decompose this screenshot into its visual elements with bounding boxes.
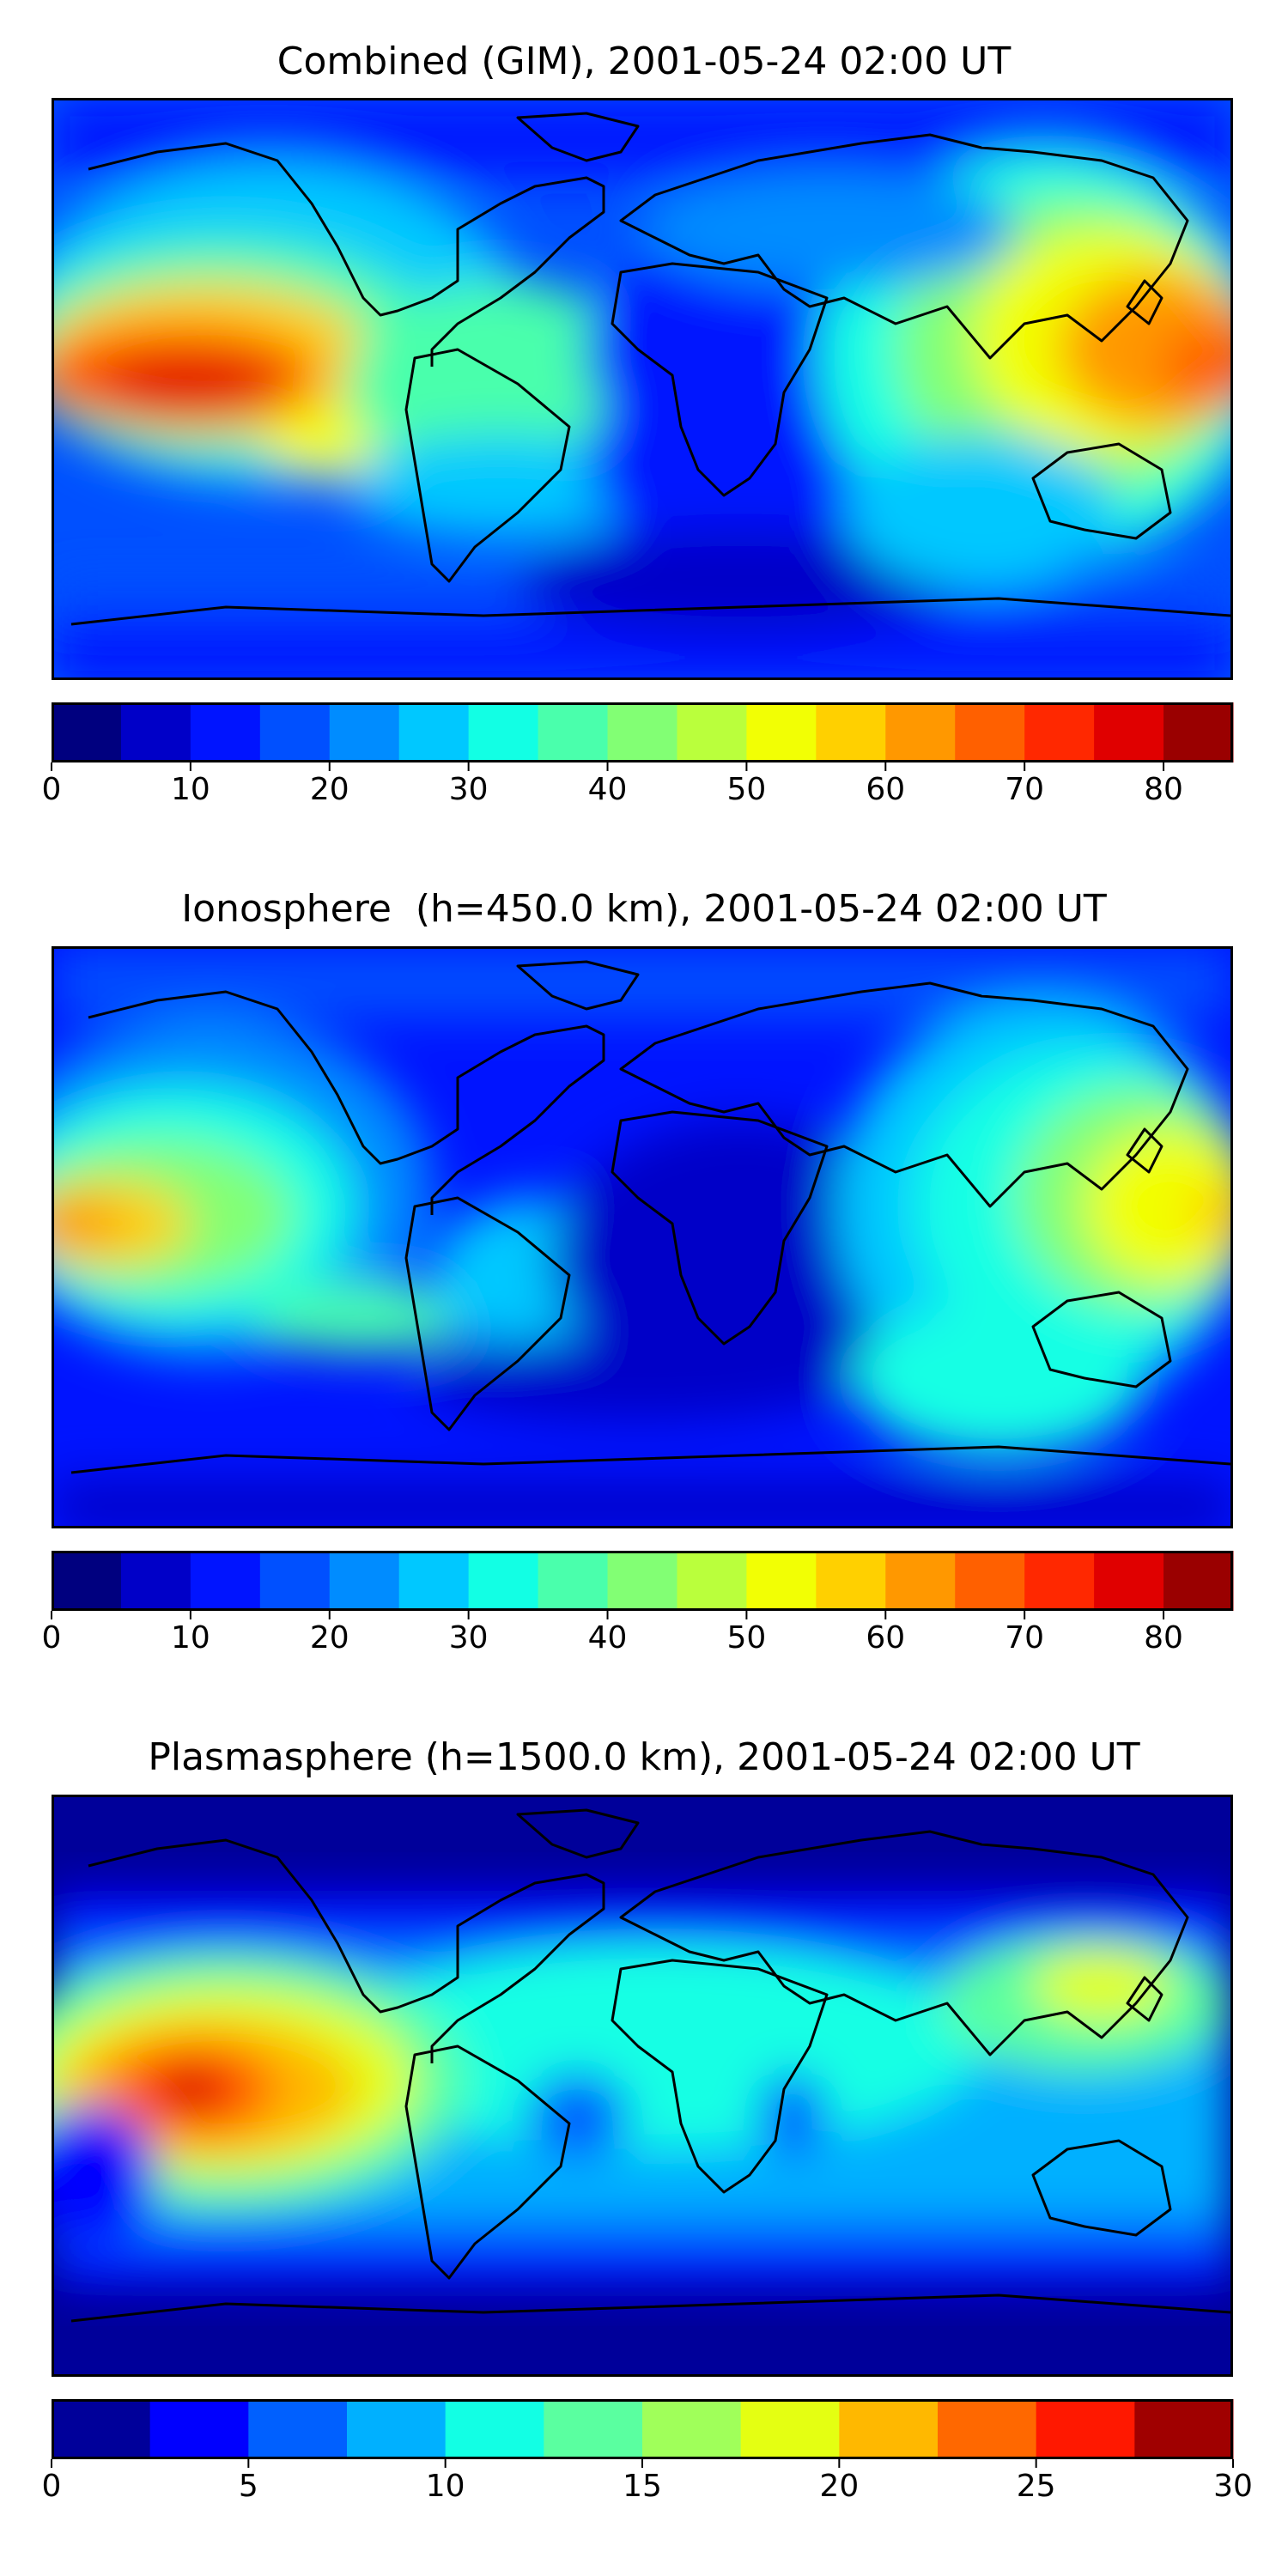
colorbar-tick-label: 80 — [1144, 1620, 1183, 1656]
colorbar-segment — [955, 1551, 1025, 1611]
colorbar-border — [52, 702, 1233, 762]
panel-2-title: Ionosphere (h=450.0 km), 2001-05-24 02:0… — [181, 887, 1107, 931]
colorbar-tick-label: 0 — [41, 772, 62, 807]
colorbar-segment — [398, 702, 470, 762]
colorbar-tick-label: 50 — [726, 772, 767, 807]
colorbar-segment — [347, 2399, 447, 2459]
colorbar-segment — [677, 1551, 747, 1611]
colorbar-segment — [746, 1551, 817, 1611]
colorbar-segment — [1163, 1551, 1234, 1611]
colorbar-tick-label: 30 — [1213, 2469, 1253, 2504]
colorbar-segment — [1134, 2399, 1234, 2459]
colorbar-segment — [740, 2399, 840, 2459]
panel-3-colorbar-svg — [51, 2399, 1234, 2468]
colorbar-segment — [1094, 1551, 1164, 1611]
panel-1-colorbar — [51, 702, 1234, 771]
panel-2-colorbar-ticks: 0 10 20 30 40 50 60 70 80 — [42, 1620, 1233, 1656]
colorbar-tick-label: 80 — [1144, 772, 1183, 807]
colorbar-segment — [398, 1551, 470, 1611]
colorbar-segment — [885, 702, 956, 762]
colorbar-tick-label: 25 — [1016, 2469, 1056, 2504]
colorbar-segment — [816, 702, 886, 762]
panel-3-colorbar-ticks: 0 5 10 15 20 25 30 — [42, 2469, 1253, 2504]
colorbar-tick-label: 50 — [726, 1620, 767, 1656]
colorbar-tick-label: 10 — [425, 2469, 465, 2504]
colorbar-segment — [52, 2399, 151, 2459]
colorbar-segment — [607, 702, 677, 762]
colorbar-segment — [120, 702, 191, 762]
colorbar-tick-label: 10 — [170, 1620, 210, 1656]
panel-2-colorbar — [51, 1551, 1234, 1619]
colorbar-segment — [1024, 702, 1095, 762]
colorbar-tick-label: 40 — [587, 1620, 628, 1656]
colorbar-segment — [1094, 702, 1164, 762]
colorbar-tick-label: 5 — [238, 2469, 258, 2504]
colorbar-segment — [955, 702, 1025, 762]
panel-3-map — [52, 1795, 1233, 2377]
colorbar-border — [52, 2399, 1233, 2459]
panel-3-title: Plasmasphere (h=1500.0 km), 2001-05-24 0… — [148, 1735, 1140, 1779]
colorbar-segment — [677, 702, 747, 762]
coastlines — [70, 1808, 1230, 2323]
colorbar-tick-label: 20 — [309, 1620, 349, 1656]
colorbar-tick-label: 60 — [866, 1620, 906, 1656]
colorbar-segment — [544, 2399, 643, 2459]
colorbar-segment — [938, 2399, 1037, 2459]
colorbar-segment — [1036, 2399, 1135, 2459]
colorbar-tick-label: 40 — [587, 772, 628, 807]
colorbar-tick-label: 0 — [41, 1620, 62, 1656]
coastlines — [70, 960, 1230, 1474]
colorbar-segment — [120, 1551, 191, 1611]
colorbar-segment — [190, 702, 261, 762]
coastlines — [70, 112, 1230, 626]
colorbar-segment — [538, 702, 609, 762]
colorbar-segment — [329, 1551, 400, 1611]
panel-2-map — [52, 946, 1233, 1528]
panel-1-title: Combined (GIM), 2001-05-24 02:00 UT — [276, 39, 1012, 83]
colorbar-tick-label: 15 — [623, 2469, 662, 2504]
colorbar-segment — [816, 1551, 886, 1611]
colorbar-tick-label: 70 — [1005, 772, 1045, 807]
colorbar-segment — [839, 2399, 939, 2459]
colorbar-segment — [468, 1551, 539, 1611]
panel-1-colorbar-ticks: 0 10 20 30 40 50 60 70 80 — [42, 772, 1233, 807]
colorbar-segment — [1024, 1551, 1095, 1611]
colorbar-segment — [52, 1551, 122, 1611]
colorbar-segment — [445, 2399, 544, 2459]
colorbar-segment — [248, 2399, 348, 2459]
colorbar-segment — [259, 702, 331, 762]
colorbar-segment — [538, 1551, 609, 1611]
colorbar-segment — [746, 702, 817, 762]
colorbar-border — [52, 1551, 1233, 1611]
panel-1-colorbar-svg — [51, 702, 1234, 771]
colorbar-tick-label: 30 — [448, 772, 489, 807]
colorbar-segment — [885, 1551, 956, 1611]
colorbar-tick-label: 20 — [819, 2469, 860, 2504]
colorbar-segment — [607, 1551, 677, 1611]
colorbar-tick-label: 60 — [866, 772, 906, 807]
colorbar-tick-label: 20 — [309, 772, 349, 807]
colorbar-segment — [468, 702, 539, 762]
colorbar-segment — [329, 702, 400, 762]
ionosphere-tec-map — [54, 949, 1230, 1526]
colorbar-tick-label: 0 — [41, 2469, 62, 2504]
colorbar-tick-label: 70 — [1005, 1620, 1045, 1656]
colorbar-segment — [52, 702, 122, 762]
colorbar-segment — [149, 2399, 249, 2459]
panel-2-colorbar-svg — [51, 1551, 1234, 1619]
panel-3-colorbar — [51, 2399, 1234, 2468]
colorbar-segment — [259, 1551, 331, 1611]
plasmasphere-tec-map — [54, 1797, 1230, 2374]
colorbar-segment — [642, 2399, 742, 2459]
panel-1-map — [52, 98, 1233, 680]
colorbar-segment — [1163, 702, 1234, 762]
combined-tec-map — [54, 100, 1230, 677]
colorbar-tick-label: 30 — [448, 1620, 489, 1656]
colorbar-segment — [190, 1551, 261, 1611]
colorbar-tick-label: 10 — [170, 772, 210, 807]
